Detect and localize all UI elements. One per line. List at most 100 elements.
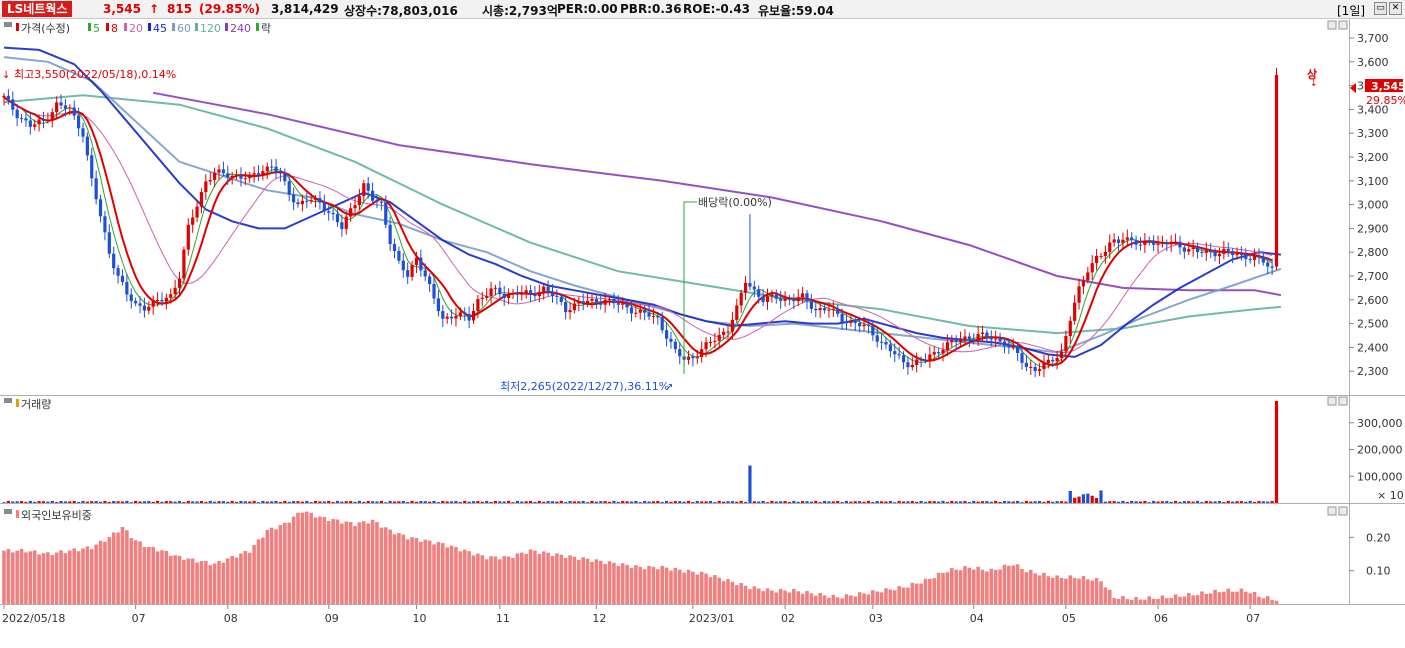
candle-body — [463, 312, 467, 315]
volume-bar — [590, 500, 594, 503]
candle-body — [397, 250, 401, 261]
volume-bar — [1042, 501, 1046, 503]
candle-body — [770, 294, 774, 297]
foreign-bar — [199, 561, 204, 604]
foreign-legend: 외국인보유비중 — [16, 509, 92, 522]
volume-bar — [1226, 500, 1230, 503]
candle-body — [370, 190, 375, 201]
foreign-bar — [182, 560, 186, 604]
foreign-bar — [1072, 577, 1077, 604]
pane-buttons[interactable] — [1327, 20, 1348, 516]
foreign-bar — [125, 530, 129, 604]
volume-bar — [686, 500, 691, 503]
foreign-bar — [168, 555, 173, 604]
foreign-bar — [498, 559, 502, 604]
volume-bar — [932, 501, 936, 503]
candle-body — [511, 293, 515, 295]
foreign-tick-label: 0.10 — [1366, 565, 1391, 578]
volume-bar — [406, 501, 410, 503]
foreign-bar — [677, 569, 682, 604]
last-pct-label: 29.85% — [1366, 94, 1405, 107]
volume-bar — [700, 501, 704, 503]
candle-body — [1209, 250, 1213, 253]
volume-bar — [467, 501, 471, 503]
volume-bar — [1200, 502, 1204, 503]
volume-bar — [169, 501, 173, 503]
foreign-bar — [54, 552, 59, 604]
volume-bar — [884, 501, 888, 503]
candle-body — [520, 293, 524, 295]
foreign-bar — [1147, 596, 1152, 604]
candle-body — [818, 308, 822, 311]
stock-name[interactable]: LS네트웍스 — [2, 1, 73, 17]
foreign-bar — [634, 565, 638, 604]
volume-bar — [217, 501, 221, 503]
stock-chart[interactable]: 가격(수정) 5 8 20 45 60 120 240 락 거래량 외국인보유비… — [0, 19, 1405, 648]
candle-body — [945, 342, 950, 350]
volume-bar — [809, 501, 813, 503]
price-tick-label: 2,900 — [1357, 222, 1389, 235]
restore-icon[interactable]: ▭ — [1374, 2, 1387, 15]
foreign-bar — [397, 533, 401, 604]
candle-body — [1130, 237, 1134, 241]
volume-bar — [1064, 501, 1068, 503]
volume-bar — [1051, 501, 1055, 503]
volume-bar — [1213, 501, 1217, 503]
volume-bar — [550, 501, 555, 503]
candle-body — [419, 257, 423, 271]
current-price: 3,545 — [103, 2, 141, 16]
candle-body — [261, 171, 265, 176]
candle-body — [1134, 240, 1138, 245]
volume-bar — [313, 500, 318, 503]
foreign-bar — [603, 563, 607, 604]
candle-body — [213, 172, 217, 180]
foreign-bar — [37, 554, 41, 604]
foreign-bar — [656, 569, 660, 604]
candle-body — [928, 354, 932, 361]
volume-bar — [950, 500, 954, 503]
volume-bar — [191, 501, 195, 503]
candle-body — [502, 293, 506, 299]
volume-bar — [116, 501, 120, 503]
volume-bar — [923, 501, 928, 503]
foreign-bar — [313, 517, 318, 604]
candle-body — [195, 206, 199, 218]
foreign-bar — [827, 597, 831, 604]
candle-body — [1252, 256, 1257, 260]
volume-bar — [292, 501, 296, 503]
candle-body — [730, 319, 735, 332]
foreign-bar — [1077, 578, 1081, 604]
date-tick-label: 10 — [412, 612, 426, 625]
volume-bar — [1121, 500, 1125, 503]
foreign-bar — [708, 577, 713, 604]
foreign-bar — [1191, 595, 1195, 604]
date-tick-label: 2022/05/18 — [2, 612, 65, 625]
volume-bar — [248, 501, 252, 503]
volume-bar — [1059, 501, 1064, 503]
candle-body — [893, 351, 897, 355]
volume-bar — [1143, 500, 1147, 503]
candle-body — [1037, 369, 1042, 372]
candle-body — [612, 299, 616, 304]
foreign-bar — [1165, 598, 1169, 604]
candle-body — [1244, 254, 1248, 259]
foreign-bar — [1178, 596, 1182, 604]
volume-bar — [564, 502, 568, 503]
period-selector[interactable]: [1일] — [1337, 4, 1366, 18]
foreign-bar — [511, 557, 515, 604]
foreign-bar — [1116, 598, 1121, 604]
volume-bar — [625, 501, 629, 503]
volume-tick-label: 100,000 — [1357, 470, 1403, 483]
candle-body — [1059, 351, 1064, 358]
candle-body — [853, 320, 857, 324]
volume-bar — [1086, 493, 1090, 503]
volume-bar — [568, 500, 572, 503]
volume-bar — [155, 500, 160, 503]
volume-bar — [397, 501, 401, 503]
foreign-bar — [1138, 599, 1143, 604]
volume-y-axis: 300,000 200,000 100,000 × 10 — [1349, 417, 1404, 502]
close-icon[interactable]: ✕ — [1389, 2, 1402, 15]
volume-bar — [340, 501, 344, 503]
volume-bar — [63, 501, 68, 503]
market-cap: 시총:2,793억 — [482, 4, 558, 18]
